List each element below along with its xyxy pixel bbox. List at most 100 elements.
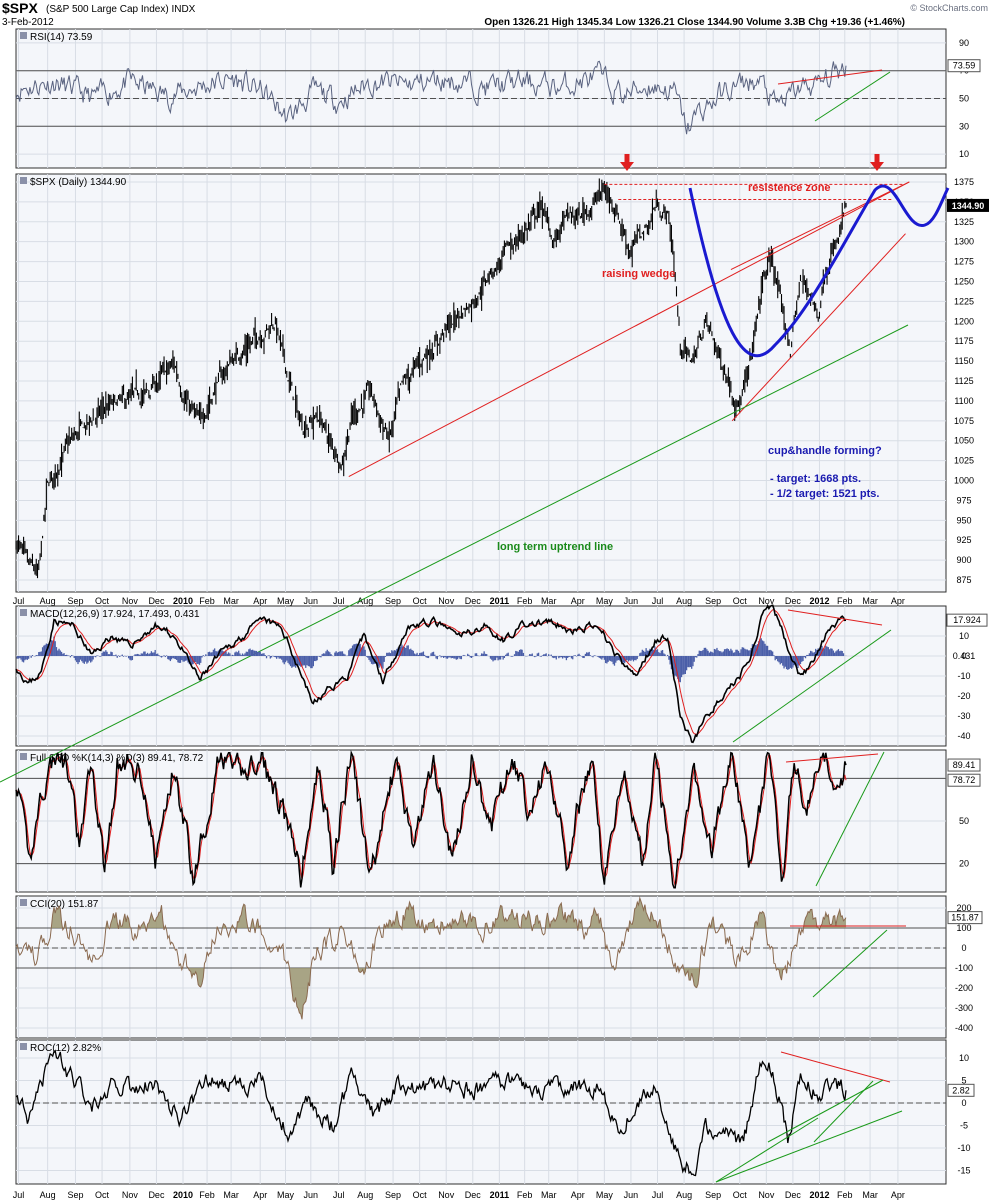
x-tick-label: Oct — [95, 596, 110, 606]
y-tick-label: 1225 — [954, 296, 974, 306]
y-tick-label: 0 — [961, 943, 966, 953]
y-tick-label: -300 — [955, 1003, 973, 1013]
y-tick-label: 50 — [959, 816, 969, 826]
stoch-k-line — [15, 750, 847, 889]
y-tick-label: 1150 — [954, 356, 973, 366]
wedge-rising-support-line — [731, 233, 906, 422]
x-tick-label: Apr — [253, 596, 267, 606]
y-tick-label: 1075 — [954, 416, 974, 426]
rsi-resistance-line — [777, 69, 883, 85]
y-tick-label: 1050 — [954, 436, 974, 446]
target-label: - target: 1668 pts. — [770, 473, 861, 485]
x-tick-label: Mar — [223, 1190, 239, 1200]
cci-support-line — [812, 929, 888, 998]
y-tick-label: 10 — [959, 1053, 969, 1063]
x-tick-label: 2010 — [173, 1190, 193, 1200]
macd-hist-value-label: 0.431 — [953, 651, 976, 661]
stoch-value-box — [947, 773, 981, 787]
x-tick-label: Nov — [758, 596, 775, 606]
x-tick-label: Jun — [624, 1190, 639, 1200]
top-arrow-left-icon — [620, 162, 634, 171]
x-tick-label: Dec — [465, 596, 482, 606]
y-tick-label: 1125 — [954, 376, 973, 386]
x-tick-label: Jun — [304, 596, 319, 606]
cup-handle-curve — [688, 184, 950, 358]
x-tick-label: Apr — [891, 1190, 905, 1200]
x-tick-label: 2012 — [809, 1190, 829, 1200]
y-tick-label: -400 — [955, 1023, 973, 1033]
x-tick-label: 2010 — [173, 596, 193, 606]
cci-value-box — [947, 911, 983, 925]
x-tick-label: Jul — [333, 596, 345, 606]
panel-icon — [20, 609, 27, 616]
panel-roc — [15, 1039, 947, 1185]
x-tick-label: Jun — [304, 1190, 319, 1200]
x-tick-label: Apr — [253, 1190, 267, 1200]
y-tick-label: 975 — [956, 495, 971, 505]
stoch-value-box — [947, 758, 981, 772]
x-tick-label: May — [596, 1190, 614, 1200]
macd-resistance-line — [787, 609, 883, 626]
y-tick-label: -15 — [957, 1166, 970, 1176]
panel-icon — [20, 32, 27, 39]
x-tick-label: Aug — [40, 1190, 56, 1200]
macd-value-box — [946, 613, 988, 627]
wedge-upper-line — [730, 181, 910, 270]
y-tick-label: 950 — [956, 515, 971, 525]
x-tick-label: Nov — [758, 1190, 775, 1200]
cci-value-label: 151.87 — [951, 913, 979, 923]
y-tick-label: 10 — [959, 149, 969, 159]
y-tick-label: 1175 — [954, 336, 973, 346]
x-tick-label: Oct — [733, 1190, 748, 1200]
y-tick-label: 10 — [959, 631, 969, 641]
uptrend-label: long term uptrend line — [497, 541, 613, 553]
x-tick-label: Apr — [571, 1190, 585, 1200]
roc-long-support-line — [715, 1110, 903, 1183]
x-tick-label: Feb — [199, 596, 215, 606]
macd-histogram — [16, 636, 847, 683]
y-tick-label: 1325 — [954, 217, 974, 227]
y-tick-label: 1025 — [954, 456, 974, 466]
x-tick-label: May — [277, 596, 295, 606]
x-tick-label: Sep — [67, 596, 83, 606]
roc-value-box — [947, 1083, 975, 1097]
resistance-zone-label: resistence zone — [748, 182, 831, 194]
x-tick-label: Oct — [95, 1190, 110, 1200]
y-tick-label: 1200 — [954, 316, 974, 326]
y-tick-label: -40 — [957, 731, 970, 741]
chart-date: 3-Feb-2012 — [2, 17, 54, 28]
y-tick-label: 200 — [956, 903, 971, 913]
x-tick-label: Aug — [676, 596, 692, 606]
x-tick-label: Nov — [438, 596, 455, 606]
y-tick-label: 30 — [959, 121, 969, 131]
x-tick-label: Jun — [624, 596, 639, 606]
y-tick-label: 90 — [959, 38, 969, 48]
x-tick-label: Oct — [413, 596, 428, 606]
panel-icon — [20, 1043, 27, 1050]
x-tick-label: Aug — [357, 1190, 373, 1200]
x-tick-label: Mar — [541, 1190, 557, 1200]
x-tick-label: Dec — [785, 596, 802, 606]
panel-title: MACD(12,26,9) 17.924, 17.493, 0.431 — [30, 609, 200, 620]
rsi-support-line — [814, 71, 891, 122]
y-tick-label: -200 — [955, 983, 973, 993]
y-tick-label: 5 — [961, 1076, 966, 1086]
x-tick-label: May — [596, 596, 614, 606]
rsi-value-label: 73.59 — [953, 61, 976, 71]
x-tick-label: Nov — [438, 1190, 455, 1200]
x-tick-label: Mar — [862, 596, 878, 606]
panel-title: ROC(12) 2.82% — [30, 1043, 101, 1054]
x-tick-label: Sep — [385, 596, 401, 606]
cup-handle-label: cup&handle forming? — [768, 445, 882, 457]
y-tick-label: -5 — [960, 1121, 968, 1131]
x-tick-label: Feb — [199, 1190, 215, 1200]
x-tick-label: Dec — [465, 1190, 482, 1200]
y-tick-label: 0 — [961, 1098, 966, 1108]
y-tick-label: 100 — [956, 923, 971, 933]
roc-support-line-3 — [813, 1080, 874, 1143]
roc-resistance-line — [780, 1051, 891, 1083]
symbol-title: $SPX — [2, 0, 38, 16]
x-tick-label: Aug — [357, 596, 373, 606]
x-tick-label: Sep — [705, 596, 721, 606]
x-tick-label: Apr — [571, 596, 585, 606]
